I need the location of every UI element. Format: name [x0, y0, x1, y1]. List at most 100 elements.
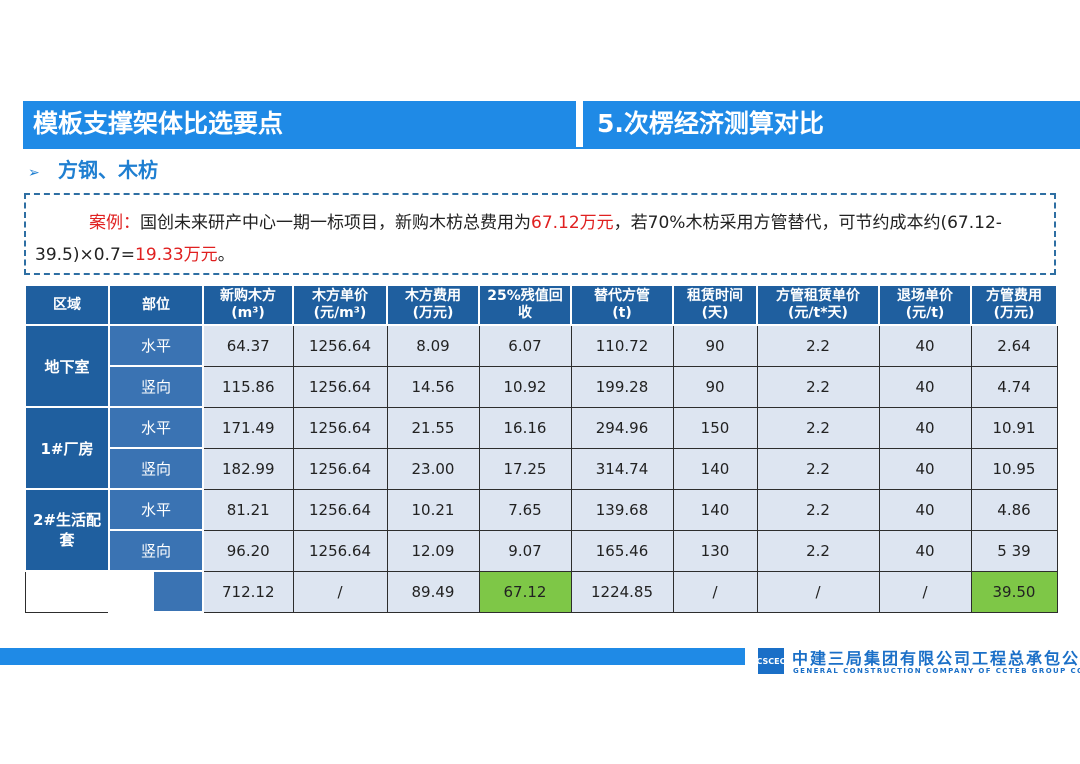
total-cell-highlight: 39.50	[970, 570, 1058, 613]
company-name-en: GENERAL CONSTRUCTION COMPANY OF CCTEB GR…	[793, 667, 1080, 675]
area-cell: 地下室	[24, 324, 110, 408]
total-cell: /	[756, 570, 880, 613]
table-cell: 40	[878, 365, 972, 408]
company-name-cn: 中建三局集团有限公司工程总承包公司	[792, 649, 1080, 668]
table-cell: 110.72	[570, 324, 674, 367]
table-cell: 1256.64	[292, 488, 388, 531]
blank-cell	[108, 570, 204, 613]
table-row: 1#厂房 水平 171.49 1256.64 21.55 16.16 294.9…	[24, 406, 1058, 490]
table-cell: 12.09	[386, 529, 480, 572]
table-cell: 9.07	[478, 529, 572, 572]
table-row: 竖向 115.86 1256.64 14.56 10.92 199.28 90 …	[25, 365, 1058, 408]
part-cell: 竖向	[108, 447, 204, 490]
case-value-2: 19.33万元	[135, 245, 218, 265]
section-title: 模板支撑架体比选要点	[23, 101, 576, 147]
table-cell: 199.28	[570, 365, 674, 408]
case-label: 案例：	[89, 213, 140, 233]
table-cell: 90	[672, 365, 758, 408]
header-cell: 方管租赁单价 (元/t*天)	[756, 284, 880, 326]
header-cell: 部位	[108, 284, 204, 326]
area-cell: 2#生活配套	[24, 488, 110, 572]
table-cell: 140	[672, 447, 758, 490]
table-cell: 6.07	[478, 324, 572, 367]
table-cell: 115.86	[202, 365, 294, 408]
case-value-1: 67.12万元	[531, 213, 614, 233]
table-cell: 4.86	[970, 488, 1058, 531]
area-cell: 1#厂房	[24, 406, 110, 490]
part-cell: 水平	[108, 488, 204, 531]
table-cell: 10.95	[970, 447, 1058, 490]
total-cell: 1224.85	[570, 570, 674, 613]
header-cell: 木方费用 (万元)	[386, 284, 480, 326]
table-cell: 40	[878, 529, 972, 572]
table-cell: 21.55	[386, 406, 480, 449]
table-cell: 8.09	[386, 324, 480, 367]
table-cell: 1256.64	[292, 365, 388, 408]
header-divider	[23, 147, 1080, 149]
table-cell: 2.64	[970, 324, 1058, 367]
table-cell: 17.25	[478, 447, 572, 490]
case-box	[24, 193, 1056, 275]
header-cell: 新购木方 (m³)	[202, 284, 294, 326]
table-row: 地下室 水平 64.37 1256.64 8.09 6.07 110.72 90…	[24, 324, 1058, 408]
arrow-icon: ➢	[28, 165, 40, 181]
case-text: 案例：国创未来研产中心一期一标项目，新购木枋总费用为67.12万元，若70%木枋…	[35, 207, 1050, 271]
table-cell: 81.21	[202, 488, 294, 531]
subtitle: ➢ 方钢、木枋	[28, 155, 158, 185]
table-cell: 314.74	[570, 447, 674, 490]
table-cell: 1256.64	[292, 324, 388, 367]
table-cell: 40	[878, 406, 972, 449]
table-cell: 2.2	[756, 365, 880, 408]
header-cell: 退场单价 (元/t)	[878, 284, 972, 326]
table-cell: 1256.64	[292, 447, 388, 490]
table-cell: 140	[672, 488, 758, 531]
table-cell: 1256.64	[292, 406, 388, 449]
table-cell: 96.20	[202, 529, 294, 572]
case-text-3: 。	[217, 245, 235, 265]
table-row: 竖向 182.99 1256.64 23.00 17.25 314.74 140…	[25, 447, 1058, 490]
cost-comparison-table: 区域 部位 新购木方 (m³) 木方单价 (元/m³) 木方费用 (万元) 25…	[24, 284, 1058, 613]
part-cell: 竖向	[108, 529, 204, 572]
table-cell: 10.21	[386, 488, 480, 531]
table-cell: 2.2	[756, 488, 880, 531]
subtitle-text: 方钢、木枋	[58, 158, 158, 182]
company-logo: CSCEC	[756, 648, 786, 674]
table-row: 2#生活配套 水平 81.21 1256.64 10.21 7.65 139.6…	[24, 488, 1058, 572]
header-cell: 方管费用 (万元)	[970, 284, 1058, 326]
header-cell-text: 木方单价 (元/m³)	[312, 288, 368, 321]
header-row: 区域 部位 新购木方 (m³) 木方单价 (元/m³) 木方费用 (万元) 25…	[24, 284, 1058, 326]
table-cell: 40	[878, 488, 972, 531]
table-cell: 23.00	[386, 447, 480, 490]
logo-text: CSCEC	[756, 656, 786, 666]
total-cell: 712.12	[202, 570, 294, 613]
case-text-2: ，若70%木枋采用方管替代，可节约成本约(67.12-39.5)×0.7=	[35, 213, 1002, 265]
page-title: 5.次楞经济测算对比	[583, 101, 1080, 147]
total-cell: /	[878, 570, 972, 613]
table-cell: 2.2	[756, 447, 880, 490]
table-cell: 14.56	[386, 365, 480, 408]
table-cell: 64.37	[202, 324, 294, 367]
header-cell: 25%残值回 收	[478, 284, 572, 326]
header-cell-text: 租赁时间 (天)	[687, 288, 743, 321]
table-cell: 182.99	[202, 447, 294, 490]
table-cell: 294.96	[570, 406, 674, 449]
header-cell-text: 新购木方 (m³)	[220, 288, 276, 321]
table-cell: 2.2	[756, 529, 880, 572]
table-cell: 2.2	[756, 324, 880, 367]
header-cell-text: 方管租赁单价 (元/t*天)	[776, 288, 860, 321]
header-cell: 替代方管 (t)	[570, 284, 674, 326]
total-cell-highlight: 67.12	[478, 570, 572, 613]
table-cell: 165.46	[570, 529, 674, 572]
table-cell: 130	[672, 529, 758, 572]
table-cell: 90	[672, 324, 758, 367]
blank-cell	[24, 570, 109, 613]
footer-bar	[0, 648, 745, 665]
table-cell: 40	[878, 324, 972, 367]
table-cell: 5 39	[970, 529, 1058, 572]
total-row: 712.12 / 89.49 67.12 1224.85 / / / 39.50	[24, 570, 1058, 613]
table-cell: 4.74	[970, 365, 1058, 408]
table-cell: 2.2	[756, 406, 880, 449]
table-cell: 10.91	[970, 406, 1058, 449]
table-cell: 16.16	[478, 406, 572, 449]
header-cell-text: 方管费用 (万元)	[986, 288, 1042, 321]
